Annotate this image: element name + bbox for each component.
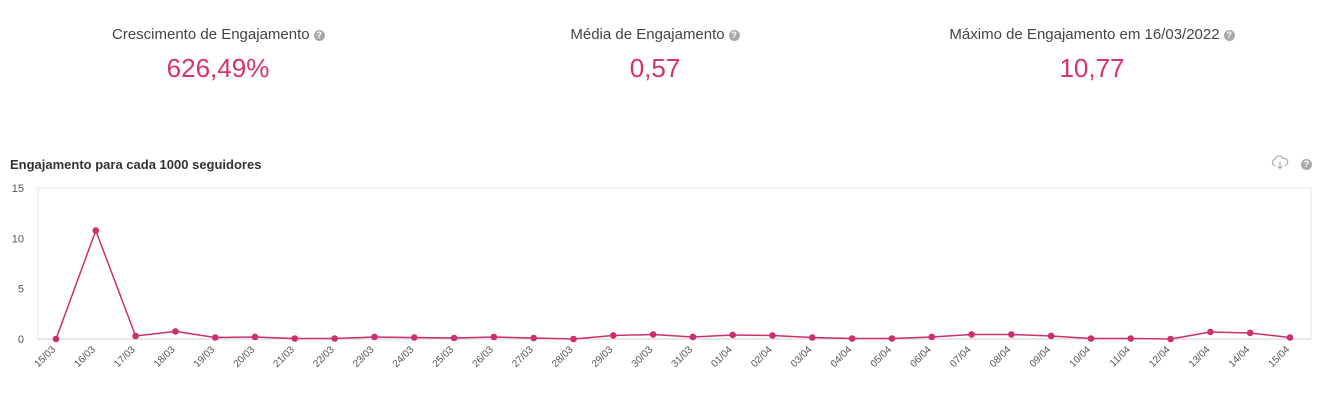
data-point [1207,328,1214,336]
data-point [1008,331,1015,338]
y-tick-label: 5 [18,284,24,296]
data-point [649,331,657,338]
x-tick-label: 02/04 [749,344,775,370]
data-point [490,333,498,341]
x-tick-label: 12/04 [1147,344,1173,370]
y-tick-label: 0 [18,334,24,346]
x-tick-label: 29/03 [590,344,616,370]
x-tick-label: 14/04 [1227,344,1253,370]
x-tick-label: 03/04 [789,344,815,370]
data-point [211,334,219,341]
kpi-growth: Crescimento de Engajamento? 626,49% [112,26,325,84]
chart-toolbar: ? [1271,154,1312,175]
data-point [809,334,816,341]
x-tick-label: 21/03 [271,344,297,370]
x-tick-label: 15/03 [33,344,59,370]
kpi-average: Média de Engajamento? 0,57 [569,26,741,84]
data-point [172,328,179,335]
kpi-growth-value: 626,49% [166,53,270,83]
data-point [928,333,936,341]
x-tick-label: 01/04 [709,344,735,370]
help-icon[interactable]: ? [313,29,325,41]
x-tick-label: 28/03 [550,344,576,370]
x-tick-label: 13/04 [1187,344,1213,370]
data-point [769,332,776,339]
x-tick-label: 18/03 [152,344,178,370]
x-tick-label: 05/04 [869,344,895,370]
y-tick-label: 10 [12,233,24,245]
x-tick-label: 20/03 [232,344,258,370]
data-point [92,227,100,234]
data-point [251,333,259,341]
x-tick-label: 07/04 [948,344,974,370]
data-point [848,335,856,342]
chart-marks [52,227,1294,343]
data-point [530,334,537,342]
data-point [52,335,60,343]
help-icon[interactable]: ? [1301,159,1312,170]
help-icon[interactable]: ? [728,29,740,41]
data-point [968,331,975,338]
data-point [1286,334,1294,341]
data-point [689,333,697,341]
chart-axes: 0 5 10 15 [12,183,1312,346]
data-point [1167,335,1174,343]
data-point [729,331,737,339]
x-tick-label: 17/03 [112,344,138,370]
help-icon[interactable]: ? [1223,29,1235,41]
data-point [331,335,338,342]
data-point [1127,335,1135,342]
cloud-download-icon[interactable] [1271,154,1289,175]
data-point [132,332,139,340]
plot-area-border [37,187,1312,340]
x-tick-label: 19/03 [192,344,218,370]
x-tick-label: 15/04 [1267,344,1293,370]
x-tick-label: 10/04 [1068,344,1094,370]
x-tick-label: 09/04 [1028,344,1054,370]
x-tick-label: 30/03 [630,344,656,370]
data-point [609,332,617,339]
kpi-maximum-label: Máximo de Engajamento em 16/03/2022 [949,26,1220,43]
x-tick-label: 06/04 [908,344,934,370]
y-tick-label: 15 [12,183,24,195]
kpi-row: Crescimento de Engajamento? 626,49% Médi… [0,0,1320,110]
x-tick-label: 22/03 [311,344,337,370]
line-chart: 0 5 10 15 15/03 16/03 17/03 18/03 19/03 20/03 21/… [12,183,1312,370]
data-point [371,333,378,341]
data-point [1047,332,1055,340]
data-point [888,335,896,342]
series-line [55,229,1291,340]
kpi-growth-label: Crescimento de Engajamento [112,26,310,43]
x-tick-label: 23/03 [351,344,377,370]
data-point [291,335,299,342]
data-point [570,335,577,343]
x-tick-label: 26/03 [471,344,497,370]
data-point [1246,329,1254,337]
kpi-average-label: Média de Engajamento [570,26,725,43]
kpi-average-value: 0,57 [629,53,681,83]
data-point [1087,335,1095,342]
x-tick-label: 16/03 [72,344,98,370]
x-tick-label: 31/03 [670,344,696,370]
data-point [450,334,458,342]
chart-title: Engajamento para cada 1000 seguidores [10,157,262,172]
x-tick-label: 24/03 [391,344,417,370]
data-point [410,334,418,341]
x-tick-label: 11/04 [1108,344,1133,369]
x-tick-label: 27/03 [510,344,536,370]
x-axis-ticks: 15/03 16/03 17/03 18/03 19/03 20/03 21/03 22/03… [33,344,1293,370]
x-tick-label: 08/04 [988,344,1014,370]
x-tick-label: 25/03 [431,344,457,370]
kpi-maximum-value: 10,77 [1059,53,1125,83]
kpi-maximum: Máximo de Engajamento em 16/03/2022? 10,… [944,26,1240,84]
x-tick-label: 04/04 [829,344,855,370]
